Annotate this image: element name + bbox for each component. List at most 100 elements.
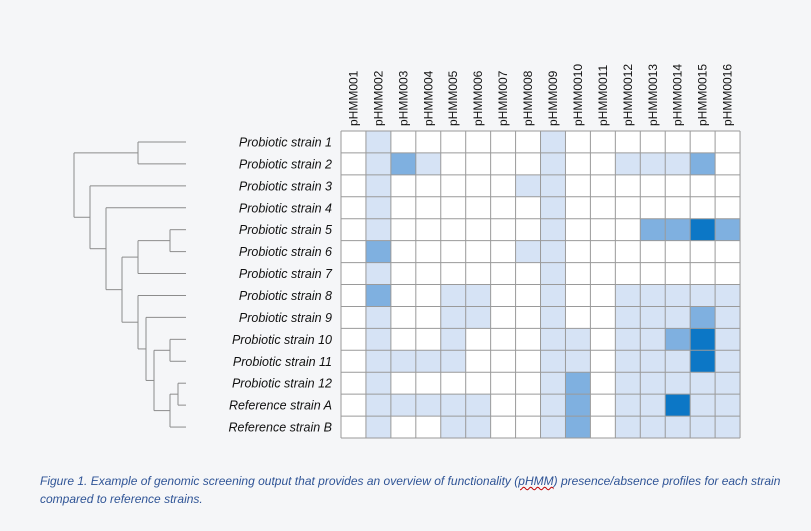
heatmap-cell (390, 416, 416, 439)
heatmap-cell (590, 328, 616, 351)
heatmap-cell (515, 196, 541, 219)
heatmap-cell (640, 306, 666, 329)
heatmap-cell (665, 174, 691, 197)
heatmap-cell (465, 306, 491, 329)
heatmap-cell (540, 152, 566, 175)
heatmap-cell (565, 240, 591, 263)
row-label: Probiotic strain 12 (232, 377, 332, 391)
heatmap-cell (615, 174, 641, 197)
heatmap-cell (665, 218, 691, 241)
heatmap-cell (715, 262, 741, 285)
heatmap-cell (440, 416, 466, 439)
heatmap-cell (515, 306, 541, 329)
heatmap-cell (690, 350, 716, 373)
heatmap-cell (715, 218, 741, 241)
heatmap-cell (665, 240, 691, 263)
heatmap-cell (341, 372, 366, 395)
heatmap-cell (365, 240, 391, 263)
row-label: Reference strain B (228, 421, 332, 435)
heatmap-cell (590, 174, 616, 197)
heatmap-cell (390, 262, 416, 285)
heatmap-cell (665, 416, 691, 439)
heatmap-cell (490, 131, 516, 153)
heatmap-cell (365, 416, 391, 439)
heatmap-cell (440, 152, 466, 175)
heatmap-cell (690, 328, 716, 351)
heatmap-cell (365, 372, 391, 395)
heatmap-cell (415, 328, 441, 351)
heatmap-cell (565, 372, 591, 395)
column-label: pHMM005 (446, 70, 460, 126)
heatmap-cell (465, 284, 491, 307)
heatmap-cell (365, 306, 391, 329)
heatmap-cell (565, 416, 591, 439)
heatmap-cell (715, 394, 741, 417)
row-label: Reference strain A (229, 399, 332, 413)
heatmap-cell (665, 394, 691, 417)
heatmap-cell (690, 394, 716, 417)
heatmap-cell (640, 284, 666, 307)
heatmap-cell (540, 262, 566, 285)
heatmap-cell (415, 131, 441, 153)
heatmap-cell (341, 350, 366, 373)
heatmap-cells (341, 131, 741, 439)
heatmap-cell (465, 152, 491, 175)
heatmap-cell (640, 416, 666, 439)
column-label: pHMM007 (496, 70, 510, 126)
heatmap-cell (365, 328, 391, 351)
heatmap-cell (465, 394, 491, 417)
heatmap-cell (665, 284, 691, 307)
heatmap-cell (415, 416, 441, 439)
heatmap-cell (365, 218, 391, 241)
column-label: pHMM0012 (621, 64, 635, 126)
heatmap-cell (390, 394, 416, 417)
heatmap-cell (515, 350, 541, 373)
heatmap-cell (490, 350, 516, 373)
heatmap-cell (540, 240, 566, 263)
heatmap-cell (540, 350, 566, 373)
heatmap-cell (540, 372, 566, 395)
heatmap-cell (490, 174, 516, 197)
heatmap-cell (390, 240, 416, 263)
heatmap-cell (490, 306, 516, 329)
heatmap-cell (715, 131, 741, 153)
heatmap-cell (440, 240, 466, 263)
heatmap-cell (590, 306, 616, 329)
column-label: pHMM008 (521, 70, 535, 126)
column-label: pHMM003 (396, 70, 410, 126)
row-labels: Probiotic strain 1 Probiotic strain 2 Prob… (228, 135, 333, 434)
heatmap-cell (640, 328, 666, 351)
caption-text-after: ) presence/absence profiles for each str… (40, 474, 781, 506)
heatmap-cell (540, 416, 566, 439)
heatmap-cell (415, 372, 441, 395)
heatmap-cell (390, 372, 416, 395)
row-label: Probiotic strain 2 (239, 157, 332, 171)
heatmap-cell (715, 174, 741, 197)
row-label: Probiotic strain 11 (233, 355, 332, 369)
heatmap-cell (465, 328, 491, 351)
column-label: pHMM0013 (646, 64, 660, 126)
heatmap-cell (515, 328, 541, 351)
heatmap-cell (690, 240, 716, 263)
heatmap-cell (665, 350, 691, 373)
heatmap-cell (590, 131, 616, 153)
heatmap-cell (415, 196, 441, 219)
heatmap-cell (440, 174, 466, 197)
heatmap-cell (365, 394, 391, 417)
heatmap-cell (690, 372, 716, 395)
heatmap-cell (390, 284, 416, 307)
heatmap-cell (390, 174, 416, 197)
heatmap-cell (590, 152, 616, 175)
column-label: pHMM006 (471, 70, 485, 126)
heatmap-cell (565, 196, 591, 219)
row-label: Probiotic strain 3 (239, 179, 332, 193)
heatmap-cell (590, 262, 616, 285)
row-label: Probiotic strain 6 (239, 245, 332, 259)
heatmap-cell (540, 196, 566, 219)
heatmap-cell (565, 152, 591, 175)
heatmap-cell (341, 262, 366, 285)
heatmap-cell (640, 131, 666, 153)
heatmap-cell (640, 152, 666, 175)
heatmap-cell (515, 152, 541, 175)
